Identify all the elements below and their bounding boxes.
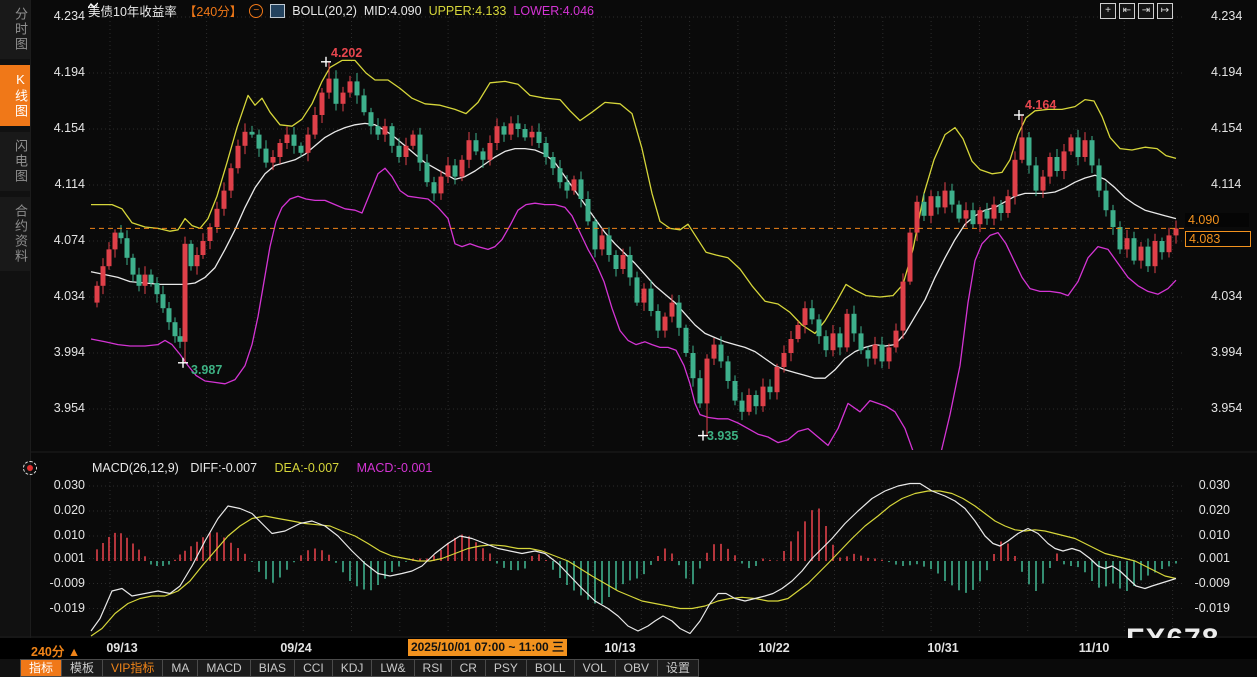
chart-type-icon[interactable] [270,4,285,18]
toolbar-button-CR[interactable]: CR [452,659,486,677]
macd-header: MACD(26,12,9) DIFF:-0.007 DEA:-0.007 MAC… [92,461,432,475]
price-axis-label-left: 4.234 [28,9,85,23]
toolbar-button-VOL[interactable]: VOL [575,659,616,677]
last-price-tag: 4.083 [1185,231,1251,247]
macd-axis-label-left: 0.010 [28,528,85,542]
zoom-out-icon[interactable]: − [249,4,263,18]
toolbar-button-PSY[interactable]: PSY [486,659,527,677]
toolbar-button-CCI[interactable]: CCI [295,659,333,677]
macd-axis-label-left: 0.001 [28,551,85,565]
toolbar-button-BIAS[interactable]: BIAS [251,659,295,677]
indicator-cycle-icon[interactable] [23,461,37,475]
boll-upper-value: UPPER:4.133 [429,4,507,18]
macd-name: MACD(26,12,9) [92,461,179,475]
price-axis-label-left: 4.034 [28,289,85,303]
macd-diff-value: DIFF:-0.007 [190,461,257,475]
chart-toolbar-top: +⇤⇥↦ [1100,3,1173,19]
compress-left-icon[interactable]: ⇤ [1119,3,1135,19]
date-tick: 11/10 [1079,641,1110,655]
extreme-price-label: 3.935 [707,429,738,443]
macd-axis-label-right: 0.030 [1186,478,1230,492]
macd-value: MACD:-0.001 [357,461,433,475]
pan-right-icon[interactable]: ↦ [1157,3,1173,19]
macd-axis-label-right: -0.009 [1186,576,1230,590]
toolbar-button-LW&[interactable]: LW& [372,659,414,677]
price-axis-label-left: 3.994 [28,345,85,359]
price-axis-label-left: 4.194 [28,65,85,79]
price-axis-label-left: 4.154 [28,121,85,135]
date-tick: 09/13 [106,641,137,655]
toolbar-button-指标[interactable]: 指标 [20,659,62,677]
extreme-price-label: 4.202 [331,46,362,60]
price-axis-label-right: 4.034 [1211,289,1257,303]
macd-axis-label-left: 0.030 [28,478,85,492]
boll-label: BOLL(20,2) [292,4,357,18]
price-axis-label-right: 4.194 [1211,65,1257,79]
macd-axis-label-left: -0.009 [28,576,85,590]
date-tick: 10/13 [604,641,635,655]
instrument-title: 美债10年收益率 [88,1,177,20]
macd-axis-label-left: 0.020 [28,503,85,517]
macd-axis-label-right: -0.019 [1186,601,1230,615]
toolbar-button-KDJ[interactable]: KDJ [333,659,373,677]
toolbar-button-RSI[interactable]: RSI [415,659,452,677]
move-tool-icon[interactable]: + [1100,3,1116,19]
boll-lower-value: LOWER:4.046 [513,4,594,18]
macd-axis-label-right: 0.001 [1186,551,1230,565]
hover-date-box: 2025/10/01 07:00 ~ 11:00 三 [408,639,567,656]
price-axis-label-left: 3.954 [28,401,85,415]
price-axis-label-right: 3.954 [1211,401,1257,415]
date-tick: 10/31 [927,641,958,655]
boll-mid-value: MID:4.090 [364,4,422,18]
chart-plot-area[interactable] [0,0,1257,677]
toolbar-button-设置[interactable]: 设置 [658,659,699,677]
price-axis-label-right: 3.994 [1211,345,1257,359]
chart-application: 分时图K线图闪电图合约资料 美债10年收益率 【240分】 − BOLL(20,… [0,0,1257,677]
macd-axis-label-right: 0.010 [1186,528,1230,542]
extreme-price-label: 3.987 [191,363,222,377]
price-axis-label-left: 4.114 [28,177,85,191]
toolbar-button-MACD[interactable]: MACD [198,659,250,677]
date-tick: 10/22 [758,641,789,655]
price-axis-label-left: 4.074 [28,233,85,247]
period-selector[interactable]: 240分 ▲ [31,641,80,660]
boll-mid-price-tag: 4.090 [1185,213,1249,227]
toolbar-button-VIP指标[interactable]: VIP指标 [103,659,163,677]
toolbar-button-OBV[interactable]: OBV [616,659,658,677]
chart-header: 美债10年收益率 【240分】 − BOLL(20,2) MID:4.090 U… [88,2,594,19]
time-axis: 240分 ▲ 2025/10/01 07:00 ~ 11:00 三 09/13 0… [0,638,1257,659]
indicator-toolbar: 指标模板VIP指标MAMACDBIASCCIKDJLW&RSICRPSYBOLL… [0,659,699,677]
toolbar-button-MA[interactable]: MA [163,659,198,677]
toolbar-button-模板[interactable]: 模板 [62,659,103,677]
compress-right-icon[interactable]: ⇥ [1138,3,1154,19]
date-tick: 09/24 [280,641,311,655]
toolbar-button-BOLL[interactable]: BOLL [527,659,575,677]
extreme-price-label: 4.164 [1025,98,1056,112]
macd-axis-label-right: 0.020 [1186,503,1230,517]
price-axis-label-right: 4.234 [1211,9,1257,23]
interval-label: 【240分】 [184,1,242,20]
macd-axis-label-left: -0.019 [28,601,85,615]
price-axis-label-right: 4.114 [1211,177,1257,191]
price-axis-label-right: 4.154 [1211,121,1257,135]
macd-dea-value: DEA:-0.007 [275,461,340,475]
